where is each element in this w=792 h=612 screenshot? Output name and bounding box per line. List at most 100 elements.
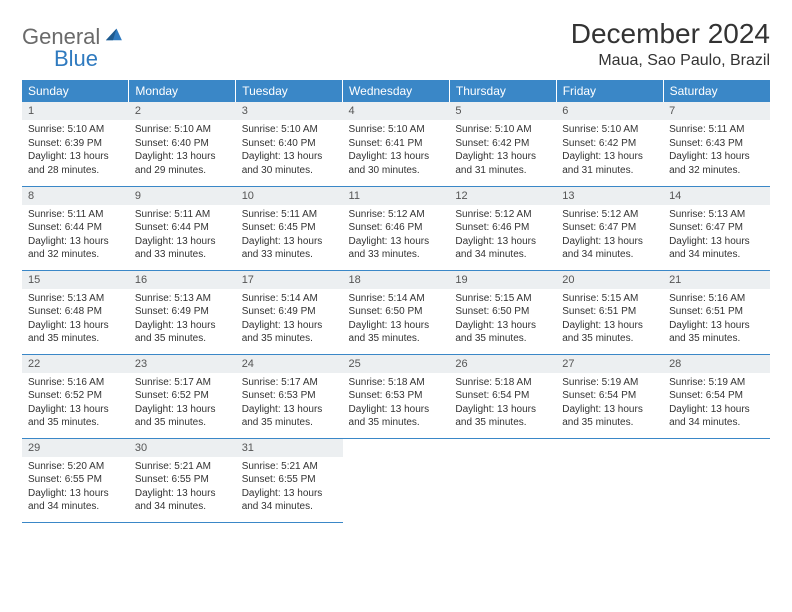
day-number: 7: [663, 102, 770, 120]
daylight-line: Daylight: 13 hours and 35 minutes.: [562, 319, 657, 346]
sunset-line: Sunset: 6:39 PM: [28, 137, 123, 151]
sunrise-line: Sunrise: 5:21 AM: [242, 460, 337, 474]
sunrise-line: Sunrise: 5:16 AM: [28, 376, 123, 390]
daylight-line: Daylight: 13 hours and 33 minutes.: [349, 235, 444, 262]
day-number: 6: [556, 102, 663, 120]
daylight-line: Daylight: 13 hours and 35 minutes.: [242, 319, 337, 346]
calendar-day-cell: 18Sunrise: 5:14 AMSunset: 6:50 PMDayligh…: [343, 270, 450, 354]
day-number: 8: [22, 187, 129, 205]
sunrise-line: Sunrise: 5:14 AM: [242, 292, 337, 306]
sunset-line: Sunset: 6:42 PM: [455, 137, 550, 151]
sunset-line: Sunset: 6:47 PM: [669, 221, 764, 235]
sunset-line: Sunset: 6:41 PM: [349, 137, 444, 151]
calendar-day-cell: 28Sunrise: 5:19 AMSunset: 6:54 PMDayligh…: [663, 354, 770, 438]
day-number: 28: [663, 355, 770, 373]
sunrise-line: Sunrise: 5:12 AM: [349, 208, 444, 222]
sunrise-line: Sunrise: 5:10 AM: [135, 123, 230, 137]
sunrise-line: Sunrise: 5:18 AM: [349, 376, 444, 390]
day-body: Sunrise: 5:11 AMSunset: 6:44 PMDaylight:…: [22, 205, 129, 267]
title-block: December 2024 Maua, Sao Paulo, Brazil: [571, 18, 770, 70]
day-body: Sunrise: 5:10 AMSunset: 6:41 PMDaylight:…: [343, 120, 450, 182]
day-body: Sunrise: 5:10 AMSunset: 6:42 PMDaylight:…: [556, 120, 663, 182]
calendar-day-cell: 17Sunrise: 5:14 AMSunset: 6:49 PMDayligh…: [236, 270, 343, 354]
sunset-line: Sunset: 6:42 PM: [562, 137, 657, 151]
calendar-day-cell: 3Sunrise: 5:10 AMSunset: 6:40 PMDaylight…: [236, 102, 343, 186]
daylight-line: Daylight: 13 hours and 35 minutes.: [669, 319, 764, 346]
sunrise-line: Sunrise: 5:11 AM: [242, 208, 337, 222]
sunrise-line: Sunrise: 5:10 AM: [562, 123, 657, 137]
day-number: 3: [236, 102, 343, 120]
sunset-line: Sunset: 6:48 PM: [28, 305, 123, 319]
sunrise-line: Sunrise: 5:12 AM: [455, 208, 550, 222]
sunrise-line: Sunrise: 5:20 AM: [28, 460, 123, 474]
sunset-line: Sunset: 6:51 PM: [669, 305, 764, 319]
daylight-line: Daylight: 13 hours and 34 minutes.: [455, 235, 550, 262]
calendar-day-cell: 13Sunrise: 5:12 AMSunset: 6:47 PMDayligh…: [556, 186, 663, 270]
sunset-line: Sunset: 6:53 PM: [242, 389, 337, 403]
daylight-line: Daylight: 13 hours and 35 minutes.: [28, 319, 123, 346]
calendar-empty-cell: [449, 438, 556, 522]
day-body: Sunrise: 5:12 AMSunset: 6:46 PMDaylight:…: [449, 205, 556, 267]
sunset-line: Sunset: 6:54 PM: [562, 389, 657, 403]
day-body: Sunrise: 5:11 AMSunset: 6:45 PMDaylight:…: [236, 205, 343, 267]
calendar-empty-cell: [663, 438, 770, 522]
sunrise-line: Sunrise: 5:11 AM: [28, 208, 123, 222]
sunset-line: Sunset: 6:55 PM: [242, 473, 337, 487]
day-body: Sunrise: 5:16 AMSunset: 6:51 PMDaylight:…: [663, 289, 770, 351]
calendar-day-cell: 25Sunrise: 5:18 AMSunset: 6:53 PMDayligh…: [343, 354, 450, 438]
day-body: Sunrise: 5:12 AMSunset: 6:47 PMDaylight:…: [556, 205, 663, 267]
day-number: 26: [449, 355, 556, 373]
sunset-line: Sunset: 6:45 PM: [242, 221, 337, 235]
sunrise-line: Sunrise: 5:11 AM: [135, 208, 230, 222]
sunset-line: Sunset: 6:55 PM: [28, 473, 123, 487]
day-body: Sunrise: 5:13 AMSunset: 6:47 PMDaylight:…: [663, 205, 770, 267]
daylight-line: Daylight: 13 hours and 32 minutes.: [28, 235, 123, 262]
sunset-line: Sunset: 6:52 PM: [135, 389, 230, 403]
weekday-header: Sunday: [22, 80, 129, 102]
day-number: 22: [22, 355, 129, 373]
day-number: 25: [343, 355, 450, 373]
calendar-day-cell: 23Sunrise: 5:17 AMSunset: 6:52 PMDayligh…: [129, 354, 236, 438]
calendar-day-cell: 7Sunrise: 5:11 AMSunset: 6:43 PMDaylight…: [663, 102, 770, 186]
day-body: Sunrise: 5:10 AMSunset: 6:42 PMDaylight:…: [449, 120, 556, 182]
day-body: Sunrise: 5:10 AMSunset: 6:40 PMDaylight:…: [236, 120, 343, 182]
weekday-header: Monday: [129, 80, 236, 102]
daylight-line: Daylight: 13 hours and 30 minutes.: [242, 150, 337, 177]
calendar-day-cell: 22Sunrise: 5:16 AMSunset: 6:52 PMDayligh…: [22, 354, 129, 438]
sunset-line: Sunset: 6:40 PM: [242, 137, 337, 151]
day-body: Sunrise: 5:18 AMSunset: 6:54 PMDaylight:…: [449, 373, 556, 435]
sunset-line: Sunset: 6:46 PM: [455, 221, 550, 235]
sunset-line: Sunset: 6:44 PM: [28, 221, 123, 235]
day-number: 9: [129, 187, 236, 205]
daylight-line: Daylight: 13 hours and 33 minutes.: [135, 235, 230, 262]
sunset-line: Sunset: 6:50 PM: [455, 305, 550, 319]
calendar-day-cell: 1Sunrise: 5:10 AMSunset: 6:39 PMDaylight…: [22, 102, 129, 186]
sunrise-line: Sunrise: 5:12 AM: [562, 208, 657, 222]
daylight-line: Daylight: 13 hours and 35 minutes.: [349, 319, 444, 346]
calendar-day-cell: 10Sunrise: 5:11 AMSunset: 6:45 PMDayligh…: [236, 186, 343, 270]
sunrise-line: Sunrise: 5:17 AM: [242, 376, 337, 390]
sunset-line: Sunset: 6:49 PM: [135, 305, 230, 319]
calendar-day-cell: 31Sunrise: 5:21 AMSunset: 6:55 PMDayligh…: [236, 438, 343, 522]
sunrise-line: Sunrise: 5:10 AM: [28, 123, 123, 137]
calendar-week-row: 22Sunrise: 5:16 AMSunset: 6:52 PMDayligh…: [22, 354, 770, 438]
day-number: 5: [449, 102, 556, 120]
calendar-day-cell: 6Sunrise: 5:10 AMSunset: 6:42 PMDaylight…: [556, 102, 663, 186]
sunrise-line: Sunrise: 5:17 AM: [135, 376, 230, 390]
day-body: Sunrise: 5:14 AMSunset: 6:49 PMDaylight:…: [236, 289, 343, 351]
calendar-day-cell: 19Sunrise: 5:15 AMSunset: 6:50 PMDayligh…: [449, 270, 556, 354]
daylight-line: Daylight: 13 hours and 34 minutes.: [28, 487, 123, 514]
daylight-line: Daylight: 13 hours and 34 minutes.: [669, 235, 764, 262]
daylight-line: Daylight: 13 hours and 30 minutes.: [349, 150, 444, 177]
sunset-line: Sunset: 6:53 PM: [349, 389, 444, 403]
calendar-week-row: 1Sunrise: 5:10 AMSunset: 6:39 PMDaylight…: [22, 102, 770, 186]
day-body: Sunrise: 5:10 AMSunset: 6:39 PMDaylight:…: [22, 120, 129, 182]
sunrise-line: Sunrise: 5:19 AM: [669, 376, 764, 390]
day-body: Sunrise: 5:15 AMSunset: 6:51 PMDaylight:…: [556, 289, 663, 351]
day-number: 30: [129, 439, 236, 457]
day-number: 23: [129, 355, 236, 373]
day-number: 16: [129, 271, 236, 289]
day-number: 17: [236, 271, 343, 289]
sunrise-line: Sunrise: 5:19 AM: [562, 376, 657, 390]
weekday-header: Friday: [556, 80, 663, 102]
